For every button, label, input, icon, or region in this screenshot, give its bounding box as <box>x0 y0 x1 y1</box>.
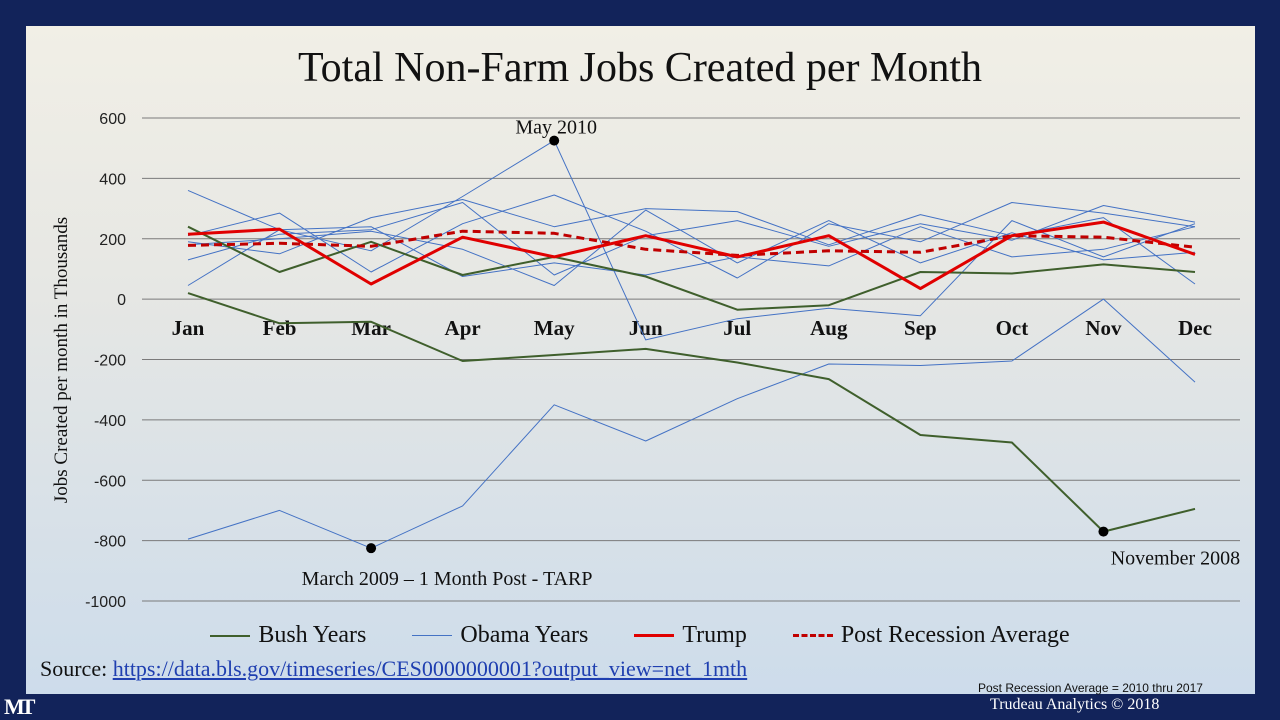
legend-label: Post Recession Average <box>840 622 1070 648</box>
series-line-obama-years <box>187 194 1196 279</box>
legend-label: Trump <box>682 622 747 648</box>
y-tick-label: 200 <box>99 232 126 249</box>
annotation-marker <box>549 135 560 146</box>
source-link[interactable]: https://data.bls.gov/timeseries/CES00000… <box>112 656 748 681</box>
legend-swatch <box>792 634 833 637</box>
x-tick-label: May <box>534 316 575 340</box>
copyright: Trudeau Analytics © 2018 <box>990 696 1160 713</box>
y-tick-label: 600 <box>99 111 126 128</box>
y-tick-label: -400 <box>94 413 126 430</box>
logo: MT <box>4 694 36 719</box>
x-tick-label: Apr <box>445 316 481 340</box>
legend-label: Obama Years <box>460 622 589 648</box>
series-line-trump <box>187 220 1196 291</box>
annotation-label: November 2008 <box>1111 548 1240 570</box>
series-line-bush-years <box>187 225 1196 311</box>
series-line-bush-years <box>187 292 1196 533</box>
y-tick-label: 400 <box>99 171 126 188</box>
legend-swatch <box>634 634 675 637</box>
footnote: Post Recession Average = 2010 thru 2017 <box>978 681 1203 695</box>
legend-item: Obama Years <box>412 622 588 649</box>
source-label: Source: <box>40 656 113 681</box>
y-tick-label: -600 <box>94 473 126 490</box>
legend-swatch <box>412 635 453 636</box>
legend-label: Bush Years <box>258 622 367 648</box>
y-tick-label: 0 <box>117 292 126 309</box>
x-tick-label: Jun <box>629 316 663 340</box>
legend-item: Bush Years <box>210 622 366 649</box>
y-tick-label: -200 <box>94 353 126 370</box>
annotation-label: March 2009 – 1 Month Post - TARP <box>302 568 593 590</box>
series-line-obama-years <box>187 189 1196 277</box>
series-line-obama-years <box>187 298 1196 549</box>
x-tick-label: Oct <box>996 316 1029 340</box>
x-tick-label: Sep <box>904 316 937 340</box>
y-axis-label: Jobs Created per month in Thousands <box>51 216 72 504</box>
x-tick-label: Aug <box>810 316 848 340</box>
legend: Bush Years Obama Years Trump Post Recession… <box>0 622 1280 649</box>
chart-title: Total Non-Farm Jobs Created per Month <box>297 45 983 91</box>
series-line-obama-years <box>187 140 1196 341</box>
x-tick-label: Jul <box>723 316 751 340</box>
legend-item: Trump <box>634 622 747 649</box>
legend-item: Post Recession Average <box>792 622 1070 649</box>
annotation-marker <box>1098 526 1109 537</box>
legend-swatch <box>210 634 251 637</box>
annotation-label: May 2010 <box>515 117 597 139</box>
x-tick-label: Jan <box>172 316 205 340</box>
y-tick-label: -800 <box>94 534 126 551</box>
source-line: Source: https://data.bls.gov/timeseries/… <box>40 656 747 682</box>
x-tick-label: Nov <box>1085 316 1122 340</box>
series-line-obama-years <box>187 209 1196 286</box>
annotation-marker <box>366 543 377 554</box>
x-tick-label: Dec <box>1178 316 1212 340</box>
y-tick-label: -1000 <box>85 594 126 611</box>
